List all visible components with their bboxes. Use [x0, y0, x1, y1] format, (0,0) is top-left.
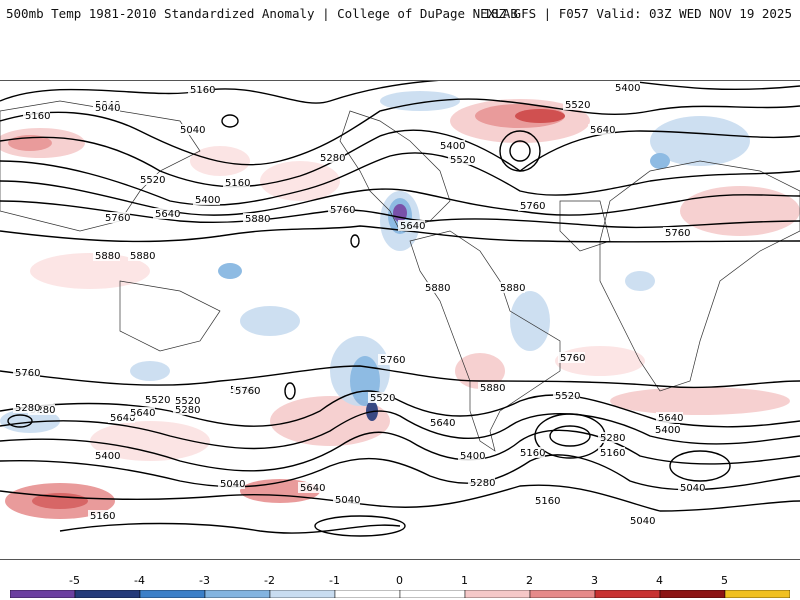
contour-label: 5880: [95, 251, 120, 262]
contour-label: 5760: [105, 213, 130, 224]
contour-label: 5160: [190, 85, 215, 96]
colorbar-tick-label: -4: [134, 574, 145, 587]
contour-label: 5280: [175, 405, 200, 416]
anomaly-map: 5160 5040 5040 5160 5400 5520 5640 5760 5880 5880…: [0, 80, 800, 560]
colorbar-tick-label: -1: [329, 574, 340, 587]
contour-label: 5280: [15, 403, 40, 414]
contour-label: 5880: [425, 283, 450, 294]
contour-label: 5400: [195, 195, 220, 206]
contour-label: 5640: [155, 209, 180, 220]
contour-label: 5280: [470, 478, 495, 489]
contour-label: 5160: [520, 448, 545, 459]
colorbar-segment: [529, 590, 596, 598]
contour-label: 5520: [450, 155, 475, 166]
colorbar-tick-label: 0: [396, 574, 403, 587]
colorbar-tick-label: 2: [526, 574, 533, 587]
colorbar-segment: [139, 590, 206, 598]
contour-label: 5040: [95, 103, 120, 114]
contour-label: 5160: [90, 511, 115, 522]
contour-label: 5400: [95, 451, 120, 462]
contour-label: 5760: [380, 355, 405, 366]
colorbar-segment: [464, 590, 531, 598]
map-title: 500mb Temp 1981-2010 Standardized Anomal…: [6, 6, 518, 21]
contour-label: 5880: [245, 214, 270, 225]
contour-label: 5040: [180, 125, 205, 136]
contour-label: 5520: [175, 396, 200, 407]
contour-label: 5160: [25, 111, 50, 122]
colorbar-tick-label: 1: [461, 574, 468, 587]
negative-anomaly-shading: [0, 91, 750, 433]
contour-label: 5760: [330, 205, 355, 216]
contour-label: 5640: [130, 408, 155, 419]
contour-label: 5040: [220, 479, 245, 490]
contour-label: 5520: [145, 395, 170, 406]
contour-label: 5040: [680, 483, 705, 494]
contour-label: 5520: [555, 391, 580, 402]
contour-label: 5760: [560, 353, 585, 364]
contour-label: 5760: [665, 228, 690, 239]
colorbar-segment: [269, 590, 336, 598]
colorbar-segment: [594, 590, 661, 598]
contour-label: 5520: [140, 175, 165, 186]
contour-label: 5280: [30, 405, 55, 416]
contour-label: 5520: [565, 100, 590, 111]
contour-label: 5640: [110, 413, 135, 424]
contour-label: 5880: [130, 251, 155, 262]
colorbar-segment: [659, 590, 726, 598]
contour-label: 5160: [535, 496, 560, 507]
contour-label: 5880: [500, 283, 525, 294]
contour-label: 5160: [225, 178, 250, 189]
contour-label: 5880: [480, 383, 505, 394]
colorbar-tick-label: -2: [264, 574, 275, 587]
colorbar-tick-label: 5: [721, 574, 728, 587]
contour-label: 5760: [520, 201, 545, 212]
colorbar-tick-label: 3: [591, 574, 598, 587]
contour-labels: 5160 5040 5040 5160 5400 5520 5640 5760 5880 5880…: [13, 81, 705, 527]
contour-label: 5520: [370, 393, 395, 404]
contour-label: 5040: [335, 495, 360, 506]
colorbar-segment: [204, 590, 271, 598]
contour-label: 5160: [600, 448, 625, 459]
contour-label: 5400: [460, 451, 485, 462]
contour-label: 5640: [300, 483, 325, 494]
colorbar-segment: [10, 590, 76, 598]
contour-label: 5280: [600, 433, 625, 444]
colorbar-tick-label: -3: [199, 574, 210, 587]
contour-label: 5640: [658, 413, 683, 424]
colorbar-segment: [74, 590, 141, 598]
contour-label: 5400: [615, 83, 640, 94]
colorbar-segment: [724, 590, 790, 598]
contour-label: 5280: [320, 153, 345, 164]
contour-label: 5760: [235, 386, 260, 397]
contour-label: 5640: [590, 125, 615, 136]
contour-label: 5400: [655, 425, 680, 436]
run-info: 18Z GFS | F057 Valid: 03Z WED NOV 19 202…: [483, 6, 792, 21]
colorbar-segment: [334, 590, 401, 598]
contour-label: 5640: [430, 418, 455, 429]
colorbar-tick-label: 4: [656, 574, 663, 587]
contour-label: 5640: [400, 221, 425, 232]
contour-label: 5760: [15, 368, 40, 379]
contour-label: 5040: [630, 516, 655, 527]
colorbar-segment: [399, 590, 466, 598]
colorbar-tick-label: -5: [69, 574, 80, 587]
contour-label: 5400: [440, 141, 465, 152]
